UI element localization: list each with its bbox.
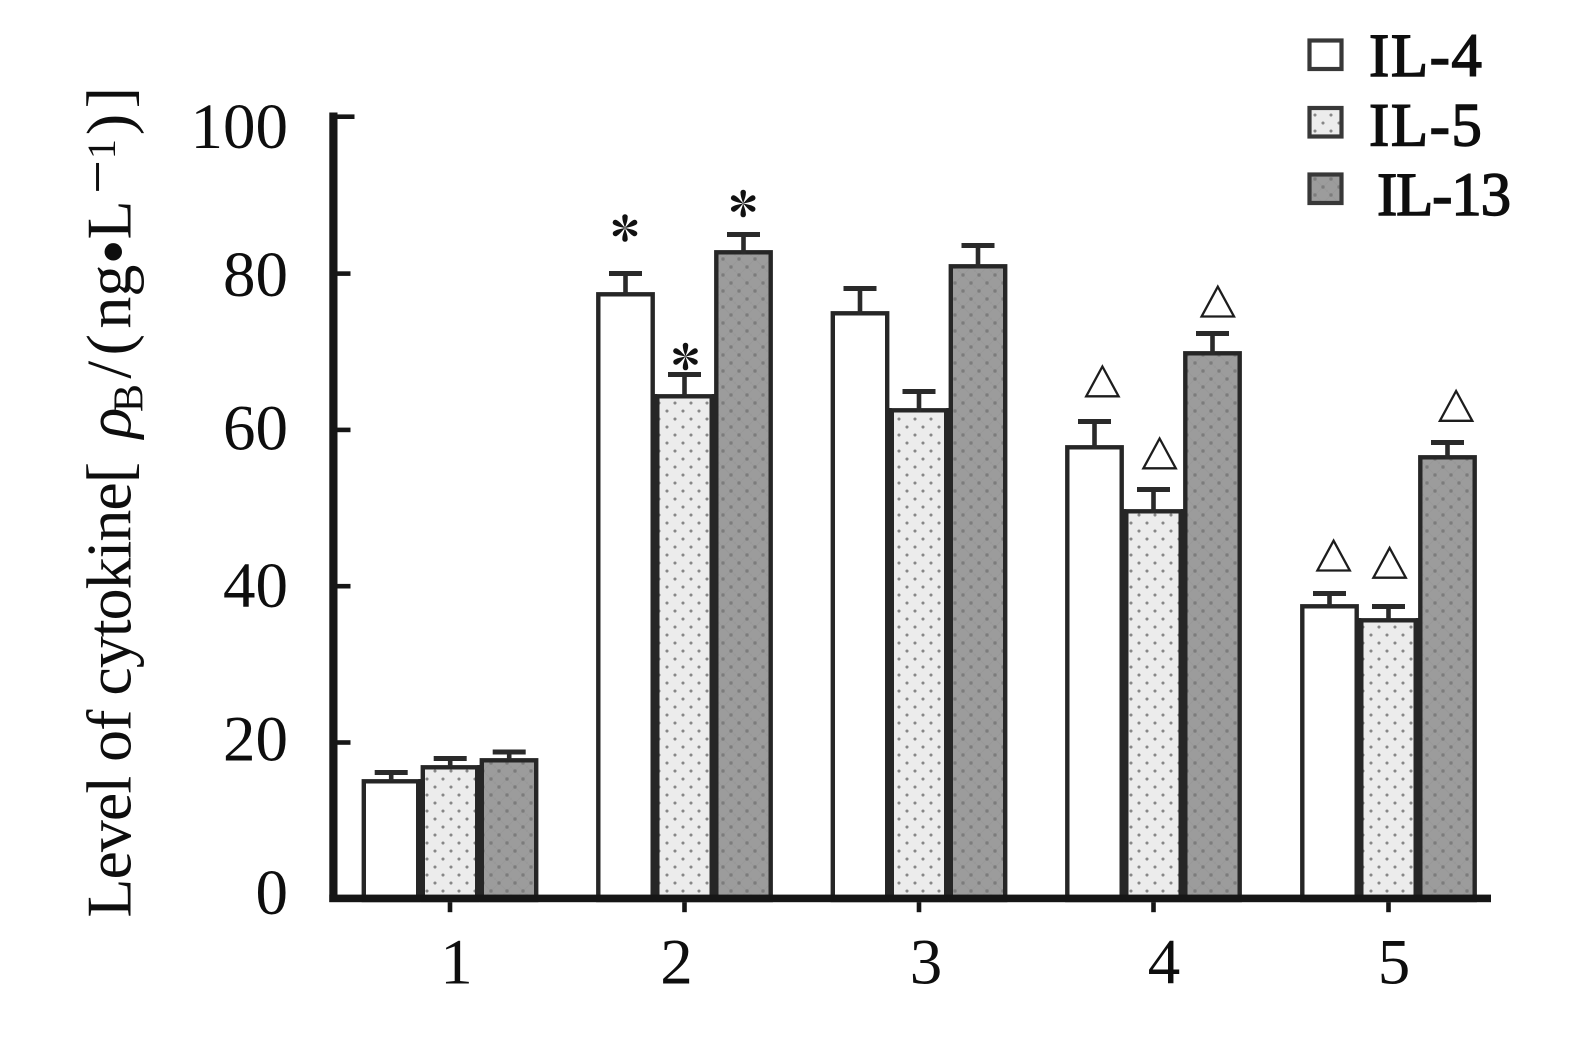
svg-text:IL-13: IL-13	[1377, 162, 1510, 229]
svg-text:5: 5	[1378, 927, 1411, 999]
svg-text:IL-5: IL-5	[1369, 93, 1483, 160]
svg-text:1: 1	[440, 927, 473, 999]
svg-text:3: 3	[910, 927, 943, 999]
svg-text:2: 2	[660, 927, 693, 999]
svg-text:0: 0	[256, 857, 289, 929]
svg-text:20: 20	[223, 704, 288, 776]
svg-text:60: 60	[223, 393, 288, 465]
svg-text:80: 80	[223, 239, 288, 311]
svg-text:100: 100	[191, 91, 289, 163]
svg-text:Level of cytokine[ρB/(ng•L−1)]: Level of cytokine[ρB/(ng•L−1)]	[65, 81, 154, 917]
svg-text:40: 40	[223, 550, 288, 622]
svg-text:4: 4	[1148, 927, 1181, 999]
svg-text:IL-4: IL-4	[1369, 23, 1483, 90]
